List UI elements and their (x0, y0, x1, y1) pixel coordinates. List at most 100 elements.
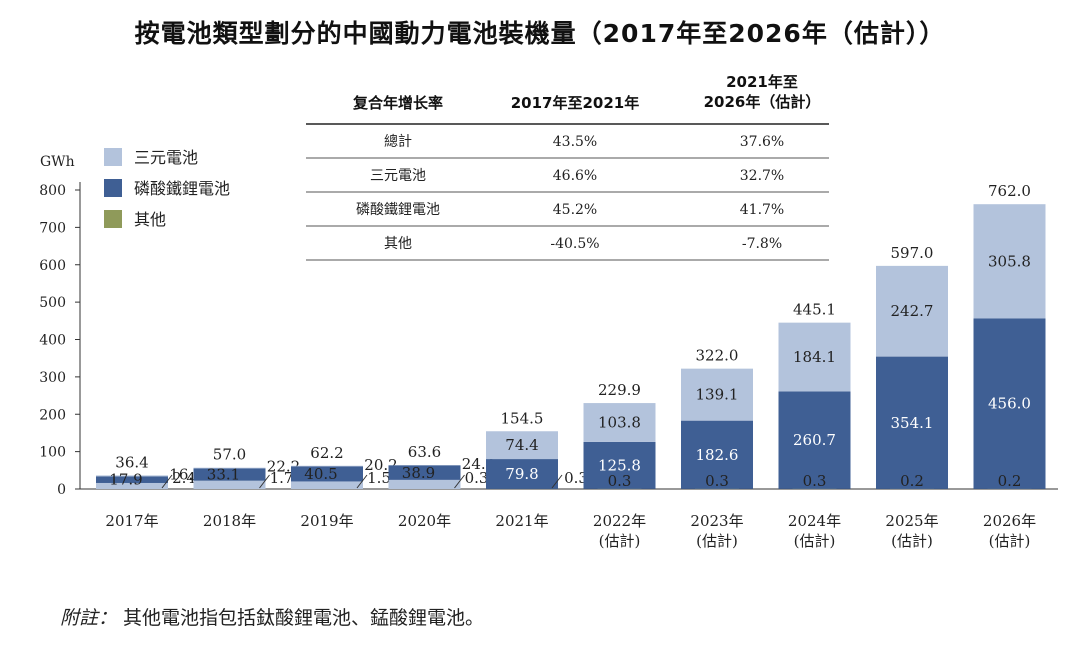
bar-lfp (388, 465, 461, 480)
x-tick-label: 2019年 (300, 512, 353, 530)
y-axis-label: GWh (40, 154, 75, 170)
other-label: 0.2 (900, 472, 924, 490)
lfp-label: 260.7 (793, 431, 836, 449)
y-tick-label: 600 (39, 258, 66, 274)
ternary-label: 103.8 (598, 413, 641, 431)
ternary-label: 242.7 (891, 302, 934, 320)
table-cell: 37.6% (740, 134, 784, 150)
bar-lfp (96, 476, 168, 483)
bar-lfp (291, 466, 363, 482)
bar-ternary (973, 204, 1046, 319)
ternary-label: 2.4 (172, 469, 196, 487)
lfp-label: 354.1 (891, 414, 934, 432)
bar-lfp (973, 318, 1046, 489)
total-label: 36.4 (115, 453, 148, 471)
lfp-label: 17.9 (109, 471, 142, 489)
x-tick-label: (估計) (696, 532, 738, 550)
other-label: 0.2 (998, 472, 1022, 490)
lfp-label: 182.6 (696, 446, 739, 464)
x-tick-label: 2017年 (105, 512, 158, 530)
x-tick-label: 2020年 (398, 512, 451, 530)
bar-lfp (583, 441, 656, 489)
y-tick-label: 0 (57, 482, 66, 498)
bar-ternary (583, 403, 656, 442)
lfp-label: 456.0 (988, 395, 1031, 413)
legend-label-other: 其他 (134, 210, 166, 229)
bar-ternary (778, 322, 851, 392)
table-header: 2017年至2021年 (511, 94, 640, 112)
other-label: 0.3 (608, 472, 632, 490)
total-label: 762.0 (988, 182, 1031, 200)
footnote-label: 附註： (60, 607, 118, 629)
lfp-label: 33.1 (207, 466, 240, 484)
table-cell: -7.8% (742, 236, 782, 252)
table-cell: 45.2% (553, 202, 597, 218)
bar-other (291, 481, 363, 489)
table-cell: 磷酸鐵鋰電池 (356, 201, 440, 218)
lfp-label: 40.5 (304, 465, 337, 483)
table-cell: 41.7% (740, 202, 784, 218)
other-label: 0.3 (564, 469, 588, 487)
y-tick-label: 700 (39, 220, 66, 236)
x-tick-label: 2026年 (983, 512, 1036, 530)
table-header: 复合年增长率 (352, 94, 443, 112)
bar-ternary (291, 465, 363, 467)
y-tick-label: 500 (39, 295, 66, 311)
total-label: 154.5 (501, 409, 544, 427)
bar-other (193, 480, 266, 489)
bar-ternary (96, 475, 168, 477)
bar-ternary (193, 467, 266, 469)
other-label: 0.3 (803, 472, 827, 490)
x-tick-label: 2023年 (690, 512, 743, 530)
lfp-label: 125.8 (598, 456, 641, 474)
x-tick-label: (估計) (989, 532, 1031, 550)
x-tick-label: 2025年 (885, 512, 938, 530)
ternary-label: 0.3 (465, 469, 489, 487)
total-label: 445.1 (793, 301, 836, 319)
ternary-label: 139.1 (696, 386, 739, 404)
total-label: 63.6 (408, 443, 441, 461)
ternary-label: 1.7 (270, 469, 294, 487)
legend-label-ternary: 三元電池 (134, 148, 198, 167)
bar-other (388, 479, 461, 489)
x-tick-label: (估計) (891, 532, 933, 550)
other-label: 0.3 (705, 472, 729, 490)
legend-swatch-ternary (104, 148, 122, 166)
y-tick-label: 800 (39, 183, 66, 199)
chart-title: 按電池類型劃分的中國動力電池裝機量（2017年至2026年（估計）） (134, 19, 946, 48)
table-header: 2026年（估計） (704, 93, 821, 111)
footnote-text: 其他電池指包括鈦酸鋰電池、錳酸鋰電池。 (123, 607, 485, 629)
leader-line (551, 474, 563, 489)
leader-line (161, 474, 173, 489)
bar-ternary (681, 368, 753, 421)
bar-ternary (486, 431, 558, 460)
table-cell: 46.6% (553, 168, 597, 184)
table-cell: 其他 (384, 236, 412, 252)
x-tick-label: (估計) (599, 532, 641, 550)
lfp-label: 38.9 (402, 464, 435, 482)
y-tick-label: 100 (39, 445, 66, 461)
legend-swatch-lfp (104, 179, 122, 197)
x-tick-label: 2021年 (495, 512, 548, 530)
leader-line (259, 474, 270, 489)
total-label: 62.2 (310, 444, 343, 462)
total-label: 229.9 (598, 381, 641, 399)
total-label: 597.0 (891, 244, 934, 262)
footnote: 附註： 其他電池指包括鈦酸鋰電池、錳酸鋰電池。 (60, 603, 484, 630)
y-tick-label: 200 (39, 407, 66, 423)
total-label: 57.0 (213, 446, 246, 464)
lfp-label: 79.8 (505, 465, 538, 483)
table-cell: 三元電池 (370, 168, 426, 184)
y-tick-label: 400 (39, 333, 66, 349)
table-header: 2021年至 (726, 73, 798, 91)
legend-swatch-other (104, 210, 122, 228)
bar-lfp (681, 420, 753, 489)
bar-lfp (486, 459, 558, 489)
ternary-label: 184.1 (793, 348, 836, 366)
bar-other (96, 482, 168, 489)
leader-line (454, 474, 465, 489)
bar-lfp (876, 356, 948, 489)
legend-label-lfp: 磷酸鐵鋰電池 (134, 179, 230, 198)
x-tick-label: 2024年 (788, 512, 841, 530)
ternary-label: 74.4 (505, 436, 538, 454)
